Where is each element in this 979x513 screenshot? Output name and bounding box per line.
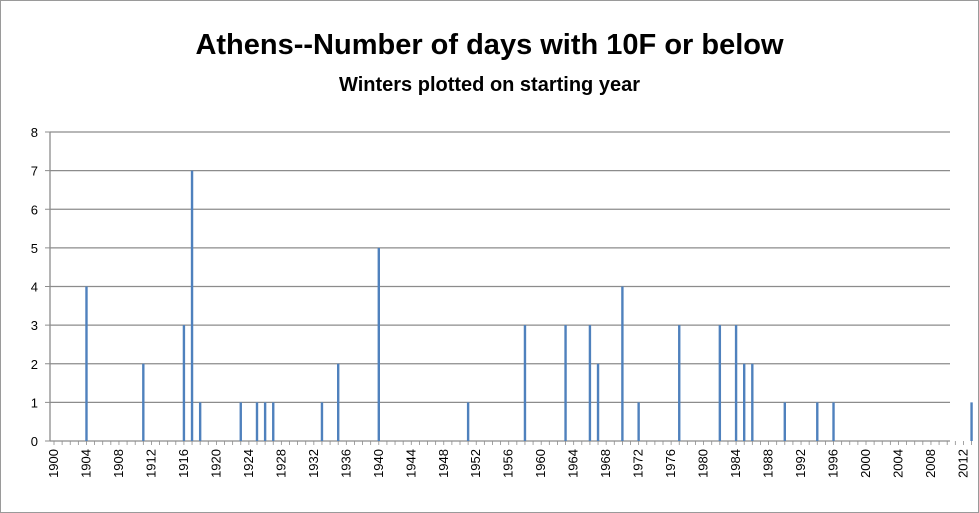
bar <box>832 402 835 441</box>
bar <box>377 247 380 441</box>
bar <box>621 286 624 441</box>
x-tick-labels: 1900 1904 1908 1912 1916 1920 1924 1928 1932 1936… <box>46 449 970 478</box>
bar <box>85 286 88 441</box>
gridlines <box>50 131 950 404</box>
y-tick-label: 2 <box>31 357 38 372</box>
x-tick-label: 1948 <box>436 449 451 478</box>
x-tick-label: 2000 <box>858 449 873 478</box>
y-tick-label: 1 <box>31 395 38 410</box>
x-tick-label: 2004 <box>890 449 905 478</box>
y-tick-label: 6 <box>31 202 38 217</box>
bar <box>596 363 600 441</box>
x-tick-label: 2012 <box>955 449 970 478</box>
x-tick-label: 1932 <box>306 449 321 478</box>
x-tick-label: 1924 <box>241 449 256 478</box>
bar <box>678 325 681 441</box>
x-tick-label: 1956 <box>501 449 516 478</box>
y-tick-label: 5 <box>31 241 38 256</box>
bar <box>751 363 754 441</box>
chart-title: Athens--Number of days with 10F or below <box>195 29 784 61</box>
x-tick-label: 1976 <box>663 449 678 478</box>
y-tick-label: 3 <box>31 318 38 333</box>
bar <box>272 402 275 441</box>
x-tick-label: 1944 <box>403 449 418 478</box>
x-tick-label: 1960 <box>533 449 548 478</box>
bar <box>255 402 259 441</box>
bar <box>198 402 202 441</box>
bars <box>85 170 973 441</box>
x-tick-label: 1920 <box>208 449 223 478</box>
x-tick-label: 1916 <box>176 449 191 478</box>
x-tick-label: 1984 <box>728 449 743 478</box>
bar <box>466 402 470 441</box>
bar <box>190 170 194 441</box>
x-tick-label: 1996 <box>826 449 841 478</box>
x-tick-label: 1980 <box>696 449 711 478</box>
y-tick-label: 8 <box>31 125 38 140</box>
bar <box>337 363 340 441</box>
y-tick-labels: 0 1 2 3 4 5 6 7 8 <box>31 125 38 449</box>
bar <box>263 402 267 441</box>
y-tick-label: 4 <box>31 280 38 295</box>
bar <box>142 363 145 441</box>
chart-subtitle: Winters plotted on starting year <box>339 74 640 96</box>
x-tick-label: 1912 <box>143 449 158 478</box>
bar <box>588 325 592 441</box>
bar <box>783 402 786 441</box>
x-tick-label: 1972 <box>631 449 646 478</box>
x-tick-label: 1904 <box>78 449 93 478</box>
y-tick-label: 7 <box>31 164 38 179</box>
bar <box>637 402 640 441</box>
x-tick-label: 1940 <box>371 449 386 478</box>
bar <box>523 325 527 441</box>
bar <box>239 402 242 441</box>
x-tick-label: 1900 <box>46 449 61 478</box>
bar <box>816 402 819 441</box>
bar <box>718 325 722 441</box>
bar <box>970 402 973 441</box>
x-tick-label: 1936 <box>338 449 353 478</box>
x-tick-label: 1928 <box>273 449 288 478</box>
bar <box>320 402 324 441</box>
x-tick-label: 1908 <box>111 449 126 478</box>
x-tick-label: 1968 <box>598 449 613 478</box>
bar <box>743 363 746 441</box>
bar <box>734 325 738 441</box>
x-tick-label: 1964 <box>566 449 581 478</box>
x-tick-label: 1992 <box>793 449 808 478</box>
bar <box>182 325 186 441</box>
x-tick-label: 2008 <box>923 449 938 478</box>
bar <box>564 325 567 441</box>
x-tick-label: 1988 <box>761 449 776 478</box>
x-tick-label: 1952 <box>468 449 483 478</box>
y-tick-label: 0 <box>31 434 38 449</box>
